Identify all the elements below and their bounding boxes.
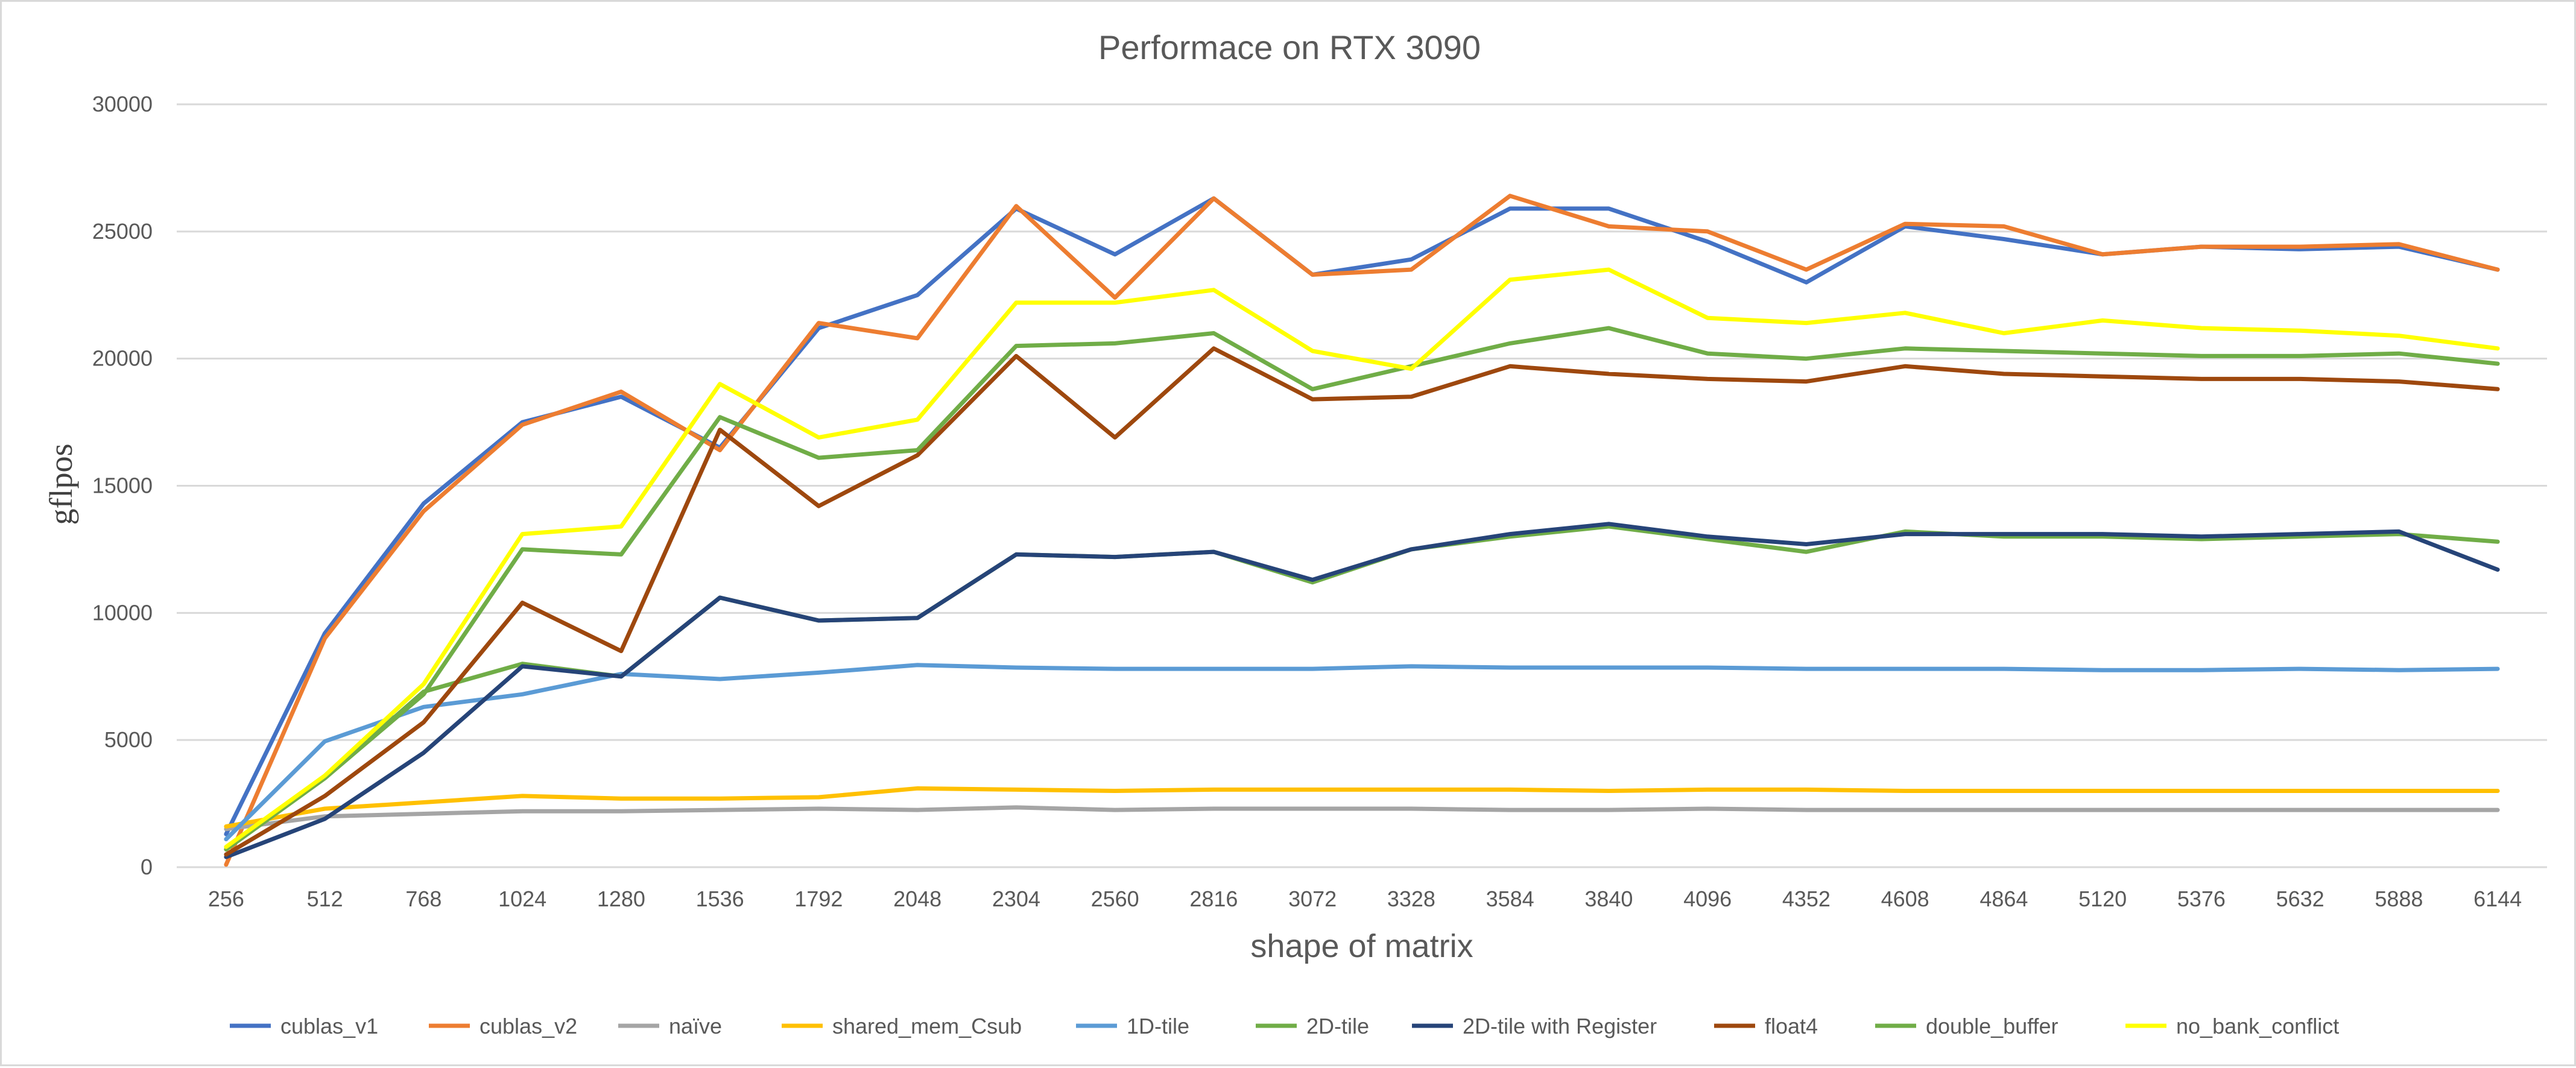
legend-label: 2D-tile — [1306, 1014, 1369, 1038]
legend-label: cublas_v2 — [479, 1014, 577, 1038]
y-tick-label: 25000 — [92, 219, 153, 244]
chart-title: Performace on RTX 3090 — [1098, 28, 1481, 66]
x-tick-label: 4608 — [1881, 886, 1929, 911]
series-lines — [224, 194, 2500, 867]
legend-label: no_bank_conflict — [2176, 1014, 2339, 1038]
legend-label: cublas_v1 — [280, 1014, 378, 1038]
legend-item: 2D-tile — [1256, 1014, 1369, 1038]
x-tick-label: 5376 — [2177, 886, 2226, 911]
x-tick-label: 4864 — [1979, 886, 2028, 911]
x-tick-label: 2304 — [992, 886, 1040, 911]
legend-label: double_buffer — [1926, 1014, 2059, 1038]
series-line-7 — [224, 346, 2500, 857]
x-tick-label: 2048 — [893, 886, 941, 911]
x-tick-label: 768 — [405, 886, 441, 911]
series-line-4 — [224, 663, 2500, 842]
legend-item: no_bank_conflict — [2125, 1014, 2339, 1038]
x-tick-label: 1792 — [794, 886, 843, 911]
x-tick-label: 1280 — [597, 886, 645, 911]
y-axis-label: gflpos — [43, 444, 79, 525]
y-tick-label: 0 — [141, 855, 153, 879]
series-line-9 — [224, 267, 2500, 849]
x-tick-label: 3584 — [1486, 886, 1534, 911]
legend-item: naïve — [618, 1014, 722, 1038]
series-line-1 — [224, 194, 2500, 867]
legend-item: cublas_v2 — [429, 1014, 577, 1038]
legend-item: 2D-tile with Register — [1412, 1014, 1657, 1038]
series-line-0 — [224, 196, 2500, 836]
legend-item: float4 — [1714, 1014, 1818, 1038]
legend-label: naïve — [669, 1014, 722, 1038]
legend-item: shared_mem_Csub — [782, 1014, 1022, 1038]
y-tick-label: 20000 — [92, 346, 153, 371]
y-tick-label: 15000 — [92, 473, 153, 498]
x-tick-label: 2560 — [1091, 886, 1139, 911]
y-tick-label: 5000 — [104, 727, 153, 752]
x-tick-label: 5632 — [2276, 886, 2324, 911]
x-tick-label: 3328 — [1387, 886, 1435, 911]
y-tick-label: 10000 — [92, 600, 153, 625]
legend-item: double_buffer — [1875, 1014, 2059, 1038]
y-tick-label: 30000 — [92, 92, 153, 116]
x-tick-label: 256 — [208, 886, 244, 911]
x-tick-label: 5120 — [2078, 886, 2127, 911]
series-line-6 — [224, 522, 2500, 859]
series-line-5 — [224, 524, 2500, 852]
series-line-3 — [224, 786, 2500, 829]
series-line-2 — [224, 805, 2500, 832]
y-axis-ticks: 0 5000 10000 15000 20000 25000 30000 — [92, 92, 153, 879]
x-tick-label: 512 — [307, 886, 343, 911]
x-tick-label: 3072 — [1288, 886, 1337, 911]
legend-label: float4 — [1765, 1014, 1818, 1038]
x-tick-label: 4352 — [1782, 886, 1831, 911]
legend-item: 1D-tile — [1076, 1014, 1189, 1038]
x-tick-label: 1024 — [498, 886, 546, 911]
legend-label: 1D-tile — [1127, 1014, 1189, 1038]
x-tick-label: 3840 — [1584, 886, 1633, 911]
legend: cublas_v1 cublas_v2 naïve shared_mem_Csub 1D… — [230, 1014, 2339, 1038]
x-tick-label: 2816 — [1189, 886, 1238, 911]
x-tick-label: 1536 — [696, 886, 744, 911]
legend-label: 2D-tile with Register — [1463, 1014, 1657, 1038]
legend-item: cublas_v1 — [230, 1014, 378, 1038]
x-tick-label: 4096 — [1683, 886, 1732, 911]
x-tick-label: 5888 — [2375, 886, 2423, 911]
x-axis-ticks: 256 512 768 1024 1280 1536 1792 2048 2304 2560 281… — [208, 886, 2522, 911]
x-tick-label: 6144 — [2473, 886, 2522, 911]
gridlines — [177, 103, 2547, 868]
series-line-8 — [224, 326, 2500, 852]
x-axis-label: shape of matrix — [1250, 928, 1473, 964]
legend-label: shared_mem_Csub — [832, 1014, 1022, 1038]
